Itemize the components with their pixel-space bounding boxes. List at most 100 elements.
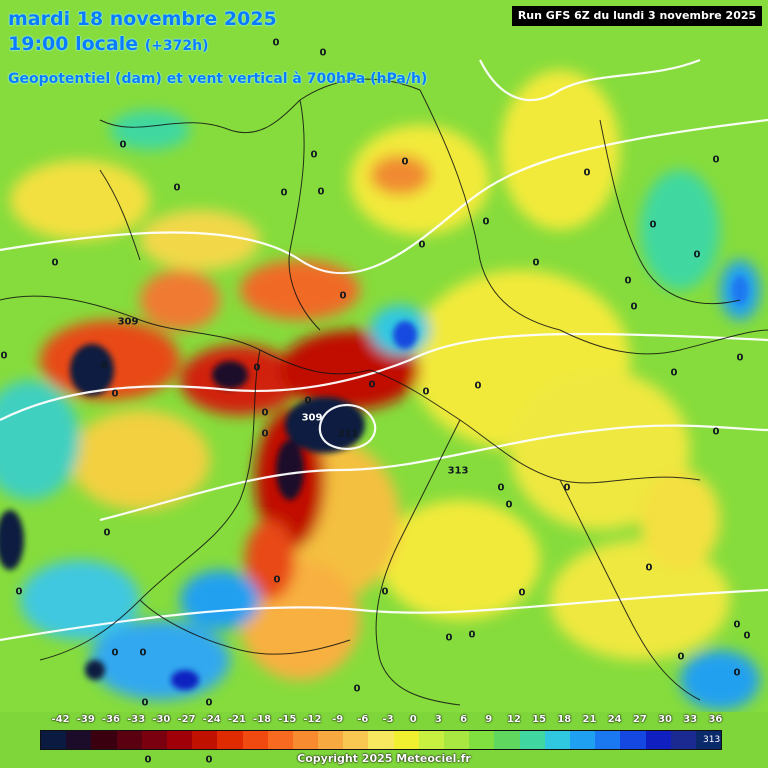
zero-label: 0: [474, 380, 482, 392]
legend-color-cell: [368, 731, 394, 749]
legend-color-cell: [267, 731, 293, 749]
legend-color-cell: [418, 731, 444, 749]
legend-tick-label: 33: [683, 714, 698, 725]
zero-label: 0: [144, 754, 152, 766]
zero-label: 0: [205, 754, 213, 766]
legend-tick-label: 12: [506, 714, 521, 725]
legend-tick-label: -18: [253, 714, 272, 725]
geopotential-label: 309: [301, 412, 323, 424]
zero-label: 0: [733, 619, 741, 631]
zero-label: 0: [497, 482, 505, 494]
zero-label: 0: [353, 683, 361, 695]
legend-tick-label: 21: [582, 714, 597, 725]
legend-color-cell: [670, 731, 696, 749]
legend-tick-label: -21: [227, 714, 246, 725]
legend-color-cell: [494, 731, 520, 749]
zero-label: 0: [0, 350, 8, 362]
time-title: 19:00 locale (+372h): [8, 33, 209, 55]
legend-color-cell: [544, 731, 570, 749]
legend-tick-label: 27: [632, 714, 647, 725]
legend-tick-label: -42: [51, 714, 70, 725]
legend-color-cell: [595, 731, 621, 749]
legend-corner-label: 313: [703, 734, 721, 746]
legend-color-cell: [141, 731, 167, 749]
zero-label: 0: [304, 395, 312, 407]
zero-label: 0: [273, 574, 281, 586]
zero-label: 0: [482, 216, 490, 228]
zero-label: 0: [645, 562, 653, 574]
legend-color-cell: [620, 731, 646, 749]
legend-tick-label: 6: [460, 714, 468, 725]
legend-tick-label: -15: [278, 714, 297, 725]
legend-color-cell: [393, 731, 419, 749]
zero-label: 0: [103, 527, 111, 539]
legend-color-cell: [569, 731, 596, 749]
zero-label: 0: [733, 667, 741, 679]
parameter-title: Geopotentiel (dam) et vent vertical à 70…: [8, 71, 428, 87]
legend-color-cell: [343, 731, 369, 749]
legend-tick-label: 18: [557, 714, 572, 725]
zero-label: 0: [505, 499, 513, 511]
legend-tick-label: -30: [152, 714, 171, 725]
legend-color-cell: [292, 731, 319, 749]
geopotential-label: 311: [337, 428, 359, 440]
legend-tick-label: -3: [382, 714, 394, 725]
legend-tick-label: -39: [76, 714, 95, 725]
zero-label: 0: [670, 367, 678, 379]
legend-tick-label: 24: [607, 714, 622, 725]
legend-colorbar: [40, 730, 722, 750]
legend-tick-label: -36: [101, 714, 120, 725]
legend-color-cell: [519, 731, 545, 749]
legend-tick-label: 0: [409, 714, 417, 725]
zero-label: 0: [261, 428, 269, 440]
zero-label: 0: [401, 156, 409, 168]
zero-label: 0: [468, 629, 476, 641]
zero-label: 0: [422, 386, 430, 398]
zero-label: 0: [280, 187, 288, 199]
legend-color-cell: [192, 731, 218, 749]
zero-label: 0: [339, 290, 347, 302]
zero-label: 0: [563, 482, 571, 494]
legend-tick-label: -24: [202, 714, 221, 725]
legend-tick-label: -6: [357, 714, 369, 725]
legend-color-cell: [318, 731, 344, 749]
geopotential-label: 309: [117, 316, 139, 328]
legend-tick-label: -33: [127, 714, 146, 725]
zero-label: 0: [317, 186, 325, 198]
legend-tick-label: 3: [434, 714, 442, 725]
legend-tick-label: -27: [177, 714, 196, 725]
legend-ticks: -42 -39 -36 -33 -30 -27 -24 -21 -18 -15 -12 -9 -6 -3 0…: [40, 712, 728, 728]
run-info-box: Run GFS 6Z du lundi 3 novembre 2025: [512, 6, 762, 26]
legend-color-cell: [217, 731, 243, 749]
legend-tick-label: 30: [658, 714, 672, 725]
zero-label: 0: [743, 630, 751, 642]
zero-label: 0: [532, 257, 540, 269]
legend-tick-label: -9: [332, 714, 344, 725]
legend-tick-label: -12: [303, 714, 322, 725]
zero-label: 0: [319, 47, 327, 59]
legend-color-cell: [469, 731, 495, 749]
legend-color-cell: [166, 731, 193, 749]
legend-color-cell: [91, 731, 117, 749]
zero-label: 0: [418, 239, 426, 251]
zero-label: 0: [205, 697, 213, 709]
legend-color-cell: [645, 731, 671, 749]
zero-label: 0: [141, 697, 149, 709]
zero-label: 0: [111, 388, 119, 400]
zero-label: 0: [173, 182, 181, 194]
time-title-offset: (+372h): [144, 38, 209, 54]
zero-label: 0: [272, 37, 280, 49]
zero-label: 0: [518, 587, 526, 599]
zero-label: 0: [630, 301, 638, 313]
zero-label: 0: [381, 586, 389, 598]
zero-label: 0: [736, 352, 744, 364]
legend-tick-label: 9: [485, 714, 493, 725]
zero-label: 0: [253, 362, 261, 374]
legend-tick-label: 15: [532, 714, 547, 725]
legend-tick-label: 36: [708, 714, 723, 725]
zero-label: 0: [310, 149, 318, 161]
time-title-main: 19:00 locale: [8, 33, 139, 55]
zero-label: 0: [693, 249, 701, 261]
zero-label: 0: [51, 257, 59, 269]
